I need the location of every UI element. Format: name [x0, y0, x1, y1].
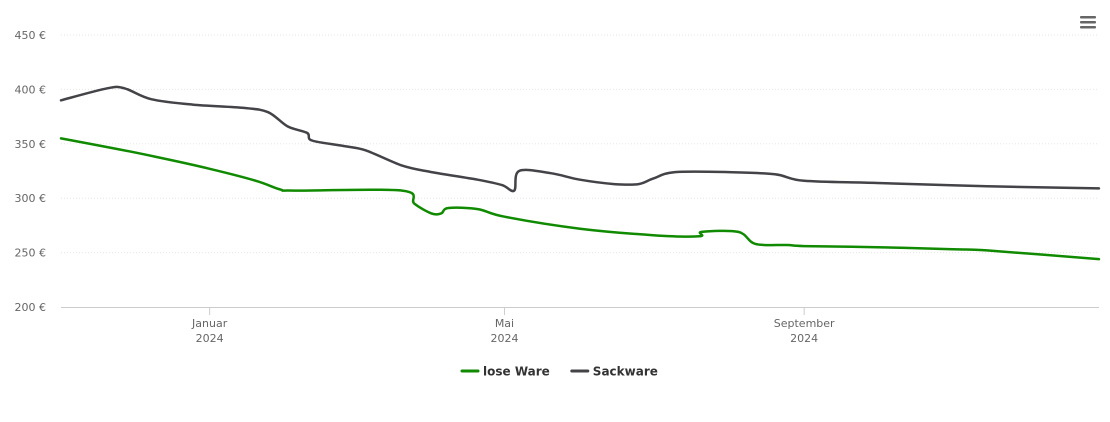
y-axis-labels: 200 € 250 € 300 € 350 € 400 € 450 €: [15, 29, 47, 314]
x-tick-year: 2024: [196, 332, 224, 345]
series-line: [59, 137, 1101, 261]
x-axis-ticks: Januar 2024 Mai 2024 September 2024: [191, 307, 835, 345]
menu-icon[interactable]: [1076, 12, 1100, 32]
x-tick-label: Januar: [191, 317, 228, 330]
x-tick-year: 2024: [790, 332, 818, 345]
x-tick-year: 2024: [490, 332, 518, 345]
y-tick-label: 400 €: [15, 83, 47, 96]
y-tick-label: 350 €: [15, 138, 47, 151]
y-tick-label: 450 €: [15, 29, 47, 42]
series-line: [59, 85, 1101, 193]
legend-item[interactable]: lose Ware: [460, 365, 550, 379]
y-tick-label: 300 €: [15, 192, 47, 205]
grid-lines: [61, 34, 1099, 254]
legend-item[interactable]: Sackware: [570, 365, 658, 379]
legend[interactable]: lose Ware Sackware: [460, 365, 658, 379]
series-lines: [59, 85, 1101, 261]
y-tick-label: 250 €: [15, 247, 47, 260]
x-tick-label: Mai: [495, 317, 514, 330]
legend-label: Sackware: [593, 365, 658, 379]
y-tick-label: 200 €: [15, 301, 47, 314]
x-tick-label: September: [774, 317, 835, 330]
legend-label: lose Ware: [483, 365, 550, 379]
